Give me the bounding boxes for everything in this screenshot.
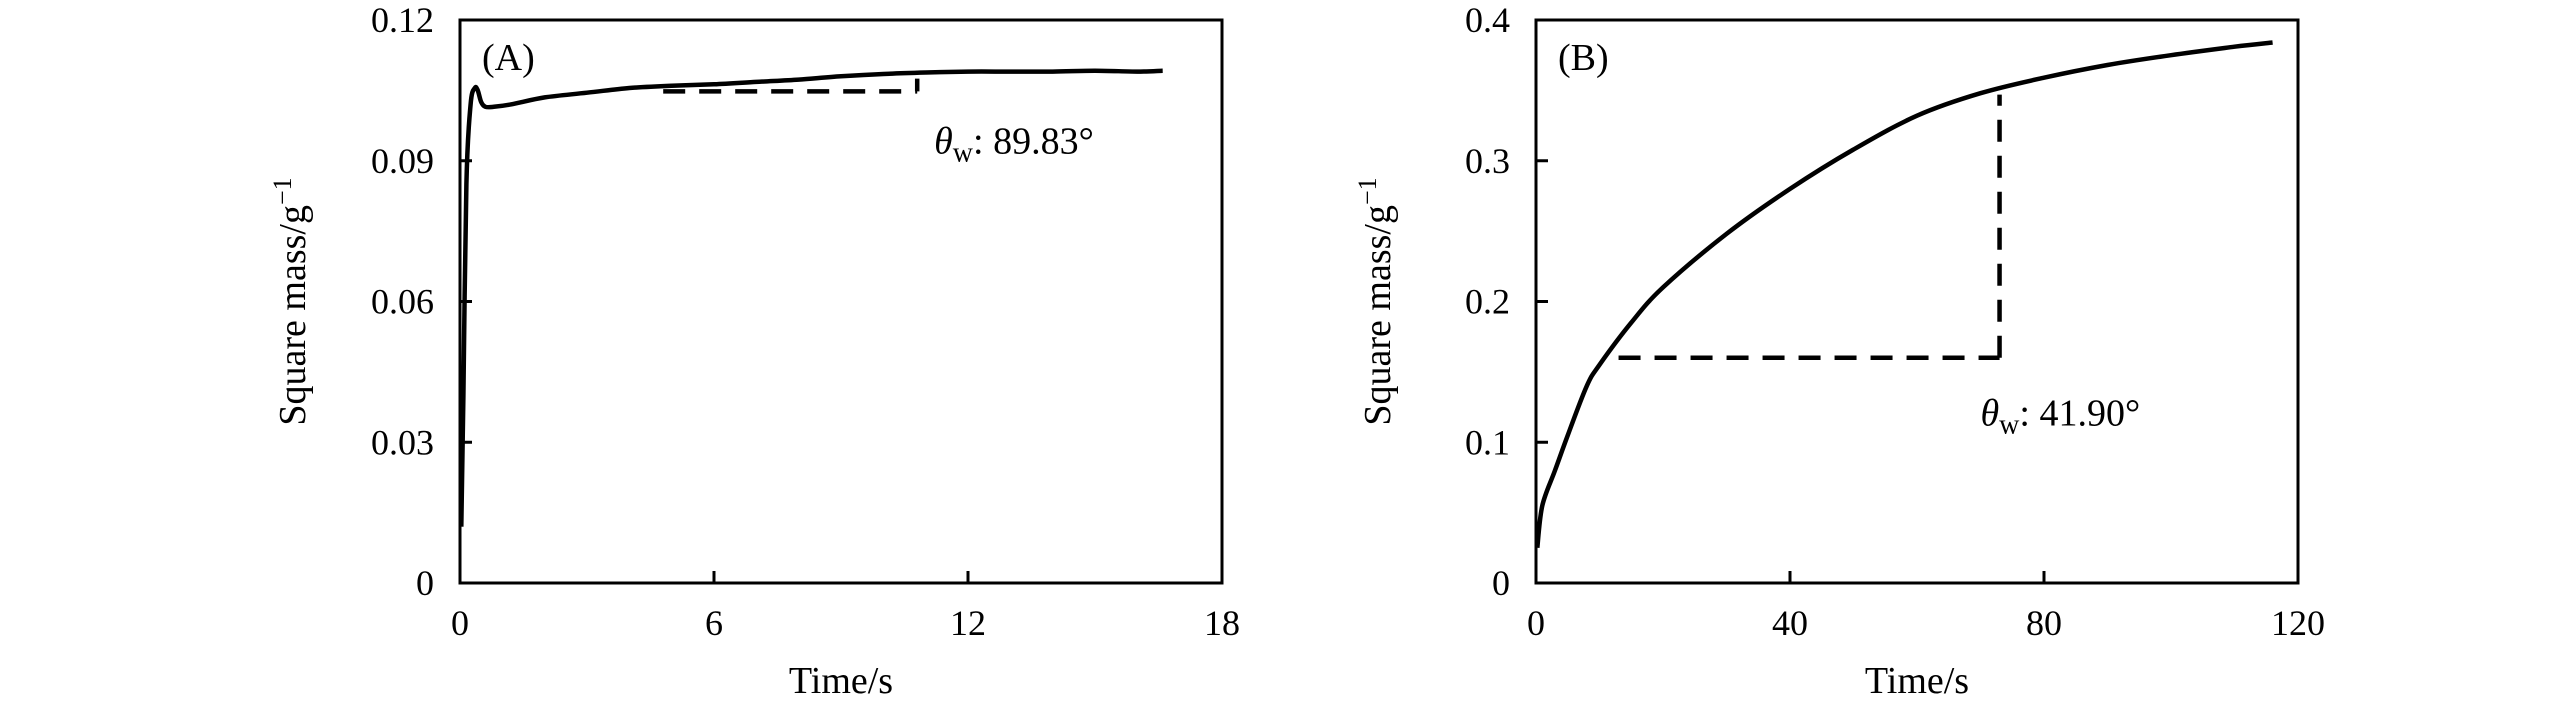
x-tick-label-a-0: 0	[451, 603, 469, 643]
x-tick-label-b-2: 80	[2026, 603, 2062, 643]
ticks-b: 0 40 80 120 0 0.1 0.2 0.3 0.4	[1465, 0, 2325, 643]
ticks-a: 0 6 12 18 0 0.03 0.06 0.09 0.12	[371, 0, 1240, 643]
dashed-reference-b	[1618, 94, 2002, 361]
x-tick-label-a-2: 12	[950, 603, 986, 643]
x-tick-label-a-1: 6	[705, 603, 723, 643]
y-tick-label-b-2: 0.2	[1465, 282, 1510, 322]
y-tick-label-b-1: 0.1	[1465, 422, 1510, 462]
y-axis-title-b: Square mass/g−1	[1353, 177, 1399, 425]
y-tick-label-a-2: 0.06	[371, 282, 434, 322]
panel-label-a: (A)	[482, 37, 535, 79]
y-axis-title-a: Square mass/g−1	[268, 177, 314, 425]
contact-angle-annotation-b: θw: 41.90°	[1981, 392, 2141, 440]
series-line-a	[459, 68, 1163, 527]
y-tick-label-b-3: 0.3	[1465, 141, 1510, 181]
series-line-b	[1535, 40, 2273, 549]
x-axis-title-a: Time/s	[789, 660, 893, 702]
y-tick-label-b-0: 0	[1492, 563, 1510, 603]
x-tick-label-b-1: 40	[1772, 603, 1808, 643]
panel-label-b: (B)	[1558, 37, 1609, 79]
chart-panel-a: 0 6 12 18 0 0.03 0.06 0.09 0.12 (A) θw: 89.83° T…	[268, 0, 1240, 702]
y-tick-label-a-3: 0.09	[371, 141, 434, 181]
chart-panel-b: 0 40 80 120 0 0.1 0.2 0.3 0.4 (B) θw: 41.90° Tim…	[1353, 0, 2325, 702]
x-tick-label-b-3: 120	[2271, 603, 2325, 643]
contact-angle-annotation-a: θw: 89.83°	[934, 121, 1094, 169]
y-tick-label-a-1: 0.03	[371, 422, 434, 462]
y-tick-label-b-4: 0.4	[1465, 0, 1510, 40]
x-axis-title-b: Time/s	[1865, 660, 1969, 702]
plot-frame-a	[458, 18, 1224, 585]
y-tick-label-a-0: 0	[416, 563, 434, 603]
dashed-reference-a	[663, 78, 920, 94]
x-tick-label-a-3: 18	[1204, 603, 1240, 643]
y-tick-label-a-4: 0.12	[371, 0, 434, 40]
x-tick-label-b-0: 0	[1527, 603, 1545, 643]
